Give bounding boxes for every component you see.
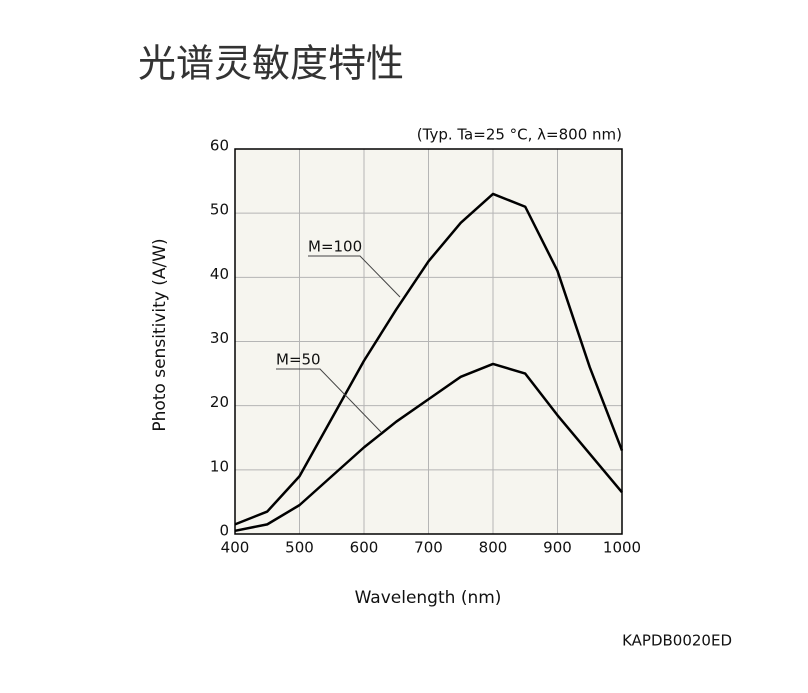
- x-tick-label: 400: [221, 539, 250, 557]
- x-axis-label: Wavelength (nm): [355, 588, 502, 608]
- x-tick-label: 1000: [603, 539, 641, 557]
- plot: 400 500 600 700 800 900 1000 0 10 20 30 40 50 60: [210, 137, 641, 557]
- x-tick-label: 600: [350, 539, 379, 557]
- page-title: 光谱灵敏度特性: [138, 42, 404, 86]
- y-tick-label: 30: [210, 329, 229, 347]
- y-tick-label: 50: [210, 201, 229, 219]
- y-axis-label: Photo sensitivity (A/W): [150, 238, 170, 431]
- series-label: M=100: [308, 238, 362, 256]
- y-tick-label: 0: [219, 522, 229, 540]
- x-tick-label: 800: [479, 539, 508, 557]
- x-tick-label: 500: [285, 539, 314, 557]
- y-tick-label: 10: [210, 457, 229, 475]
- y-tick-label: 40: [210, 265, 229, 283]
- leader-line: [308, 255, 401, 298]
- y-tick-label: 20: [210, 393, 229, 411]
- plot-frame: [234, 148, 623, 535]
- series-line: [234, 362, 623, 533]
- chart-subtitle: (Typ. Ta=25 °C, λ=800 nm): [417, 126, 622, 144]
- leader-line: [276, 368, 382, 433]
- y-tick-label: 60: [210, 137, 229, 155]
- series-line: [234, 192, 624, 526]
- x-tick-label: 700: [414, 539, 443, 557]
- series-label: M=50: [276, 351, 321, 369]
- x-tick-label: 900: [543, 539, 572, 557]
- figure-code: KAPDB0020ED: [622, 632, 732, 650]
